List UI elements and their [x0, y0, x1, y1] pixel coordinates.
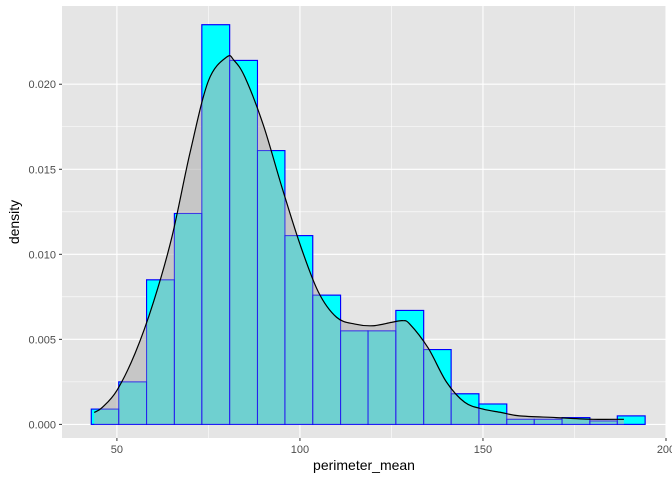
- grid-major: [62, 6, 667, 438]
- histogram-bar-edge: [90, 408, 120, 425]
- density-area: [94, 55, 624, 425]
- x-tick-label: 50: [111, 444, 123, 456]
- histogram-bar-edge: [506, 418, 535, 425]
- histogram-bar-edge: [395, 309, 425, 425]
- histogram-bar-edge: [533, 418, 563, 425]
- histogram-bar-edge: [118, 381, 148, 425]
- histogram-bar-edge: [423, 349, 452, 425]
- histogram-bar-edge: [450, 393, 480, 425]
- y-tick-label: 0.010: [28, 249, 56, 261]
- histogram-bar-edge: [367, 330, 397, 425]
- x-tick-label: 200: [657, 444, 672, 456]
- histogram-bar-edge: [173, 212, 203, 425]
- x-axis-title: perimeter_mean: [313, 457, 415, 473]
- histogram-bar-edge: [589, 420, 618, 425]
- y-axis: 0.000 0.005 0.010 0.015 0.020: [28, 79, 62, 431]
- density-line: [93, 55, 624, 421]
- x-tick-label: 100: [291, 444, 309, 456]
- histogram-inner-bars: [90, 24, 646, 425]
- histogram-bar-edge: [340, 330, 369, 425]
- y-tick-label: 0.015: [28, 164, 56, 176]
- histogram-bar-edge: [312, 294, 342, 425]
- y-tick-label: 0.020: [28, 79, 56, 91]
- y-tick-label: 0.005: [28, 334, 56, 346]
- y-tick-label: 0.000: [28, 419, 56, 431]
- histogram-bar-edge: [616, 415, 646, 425]
- histogram-bar-edge: [284, 235, 314, 425]
- x-axis: 50 100 150 200: [111, 438, 672, 456]
- histogram-bar-edge: [201, 24, 231, 425]
- y-axis-title: density: [6, 200, 22, 244]
- x-tick-label: 150: [474, 444, 492, 456]
- histogram-bar-edge: [561, 417, 591, 425]
- histogram-bar-edge: [229, 59, 258, 425]
